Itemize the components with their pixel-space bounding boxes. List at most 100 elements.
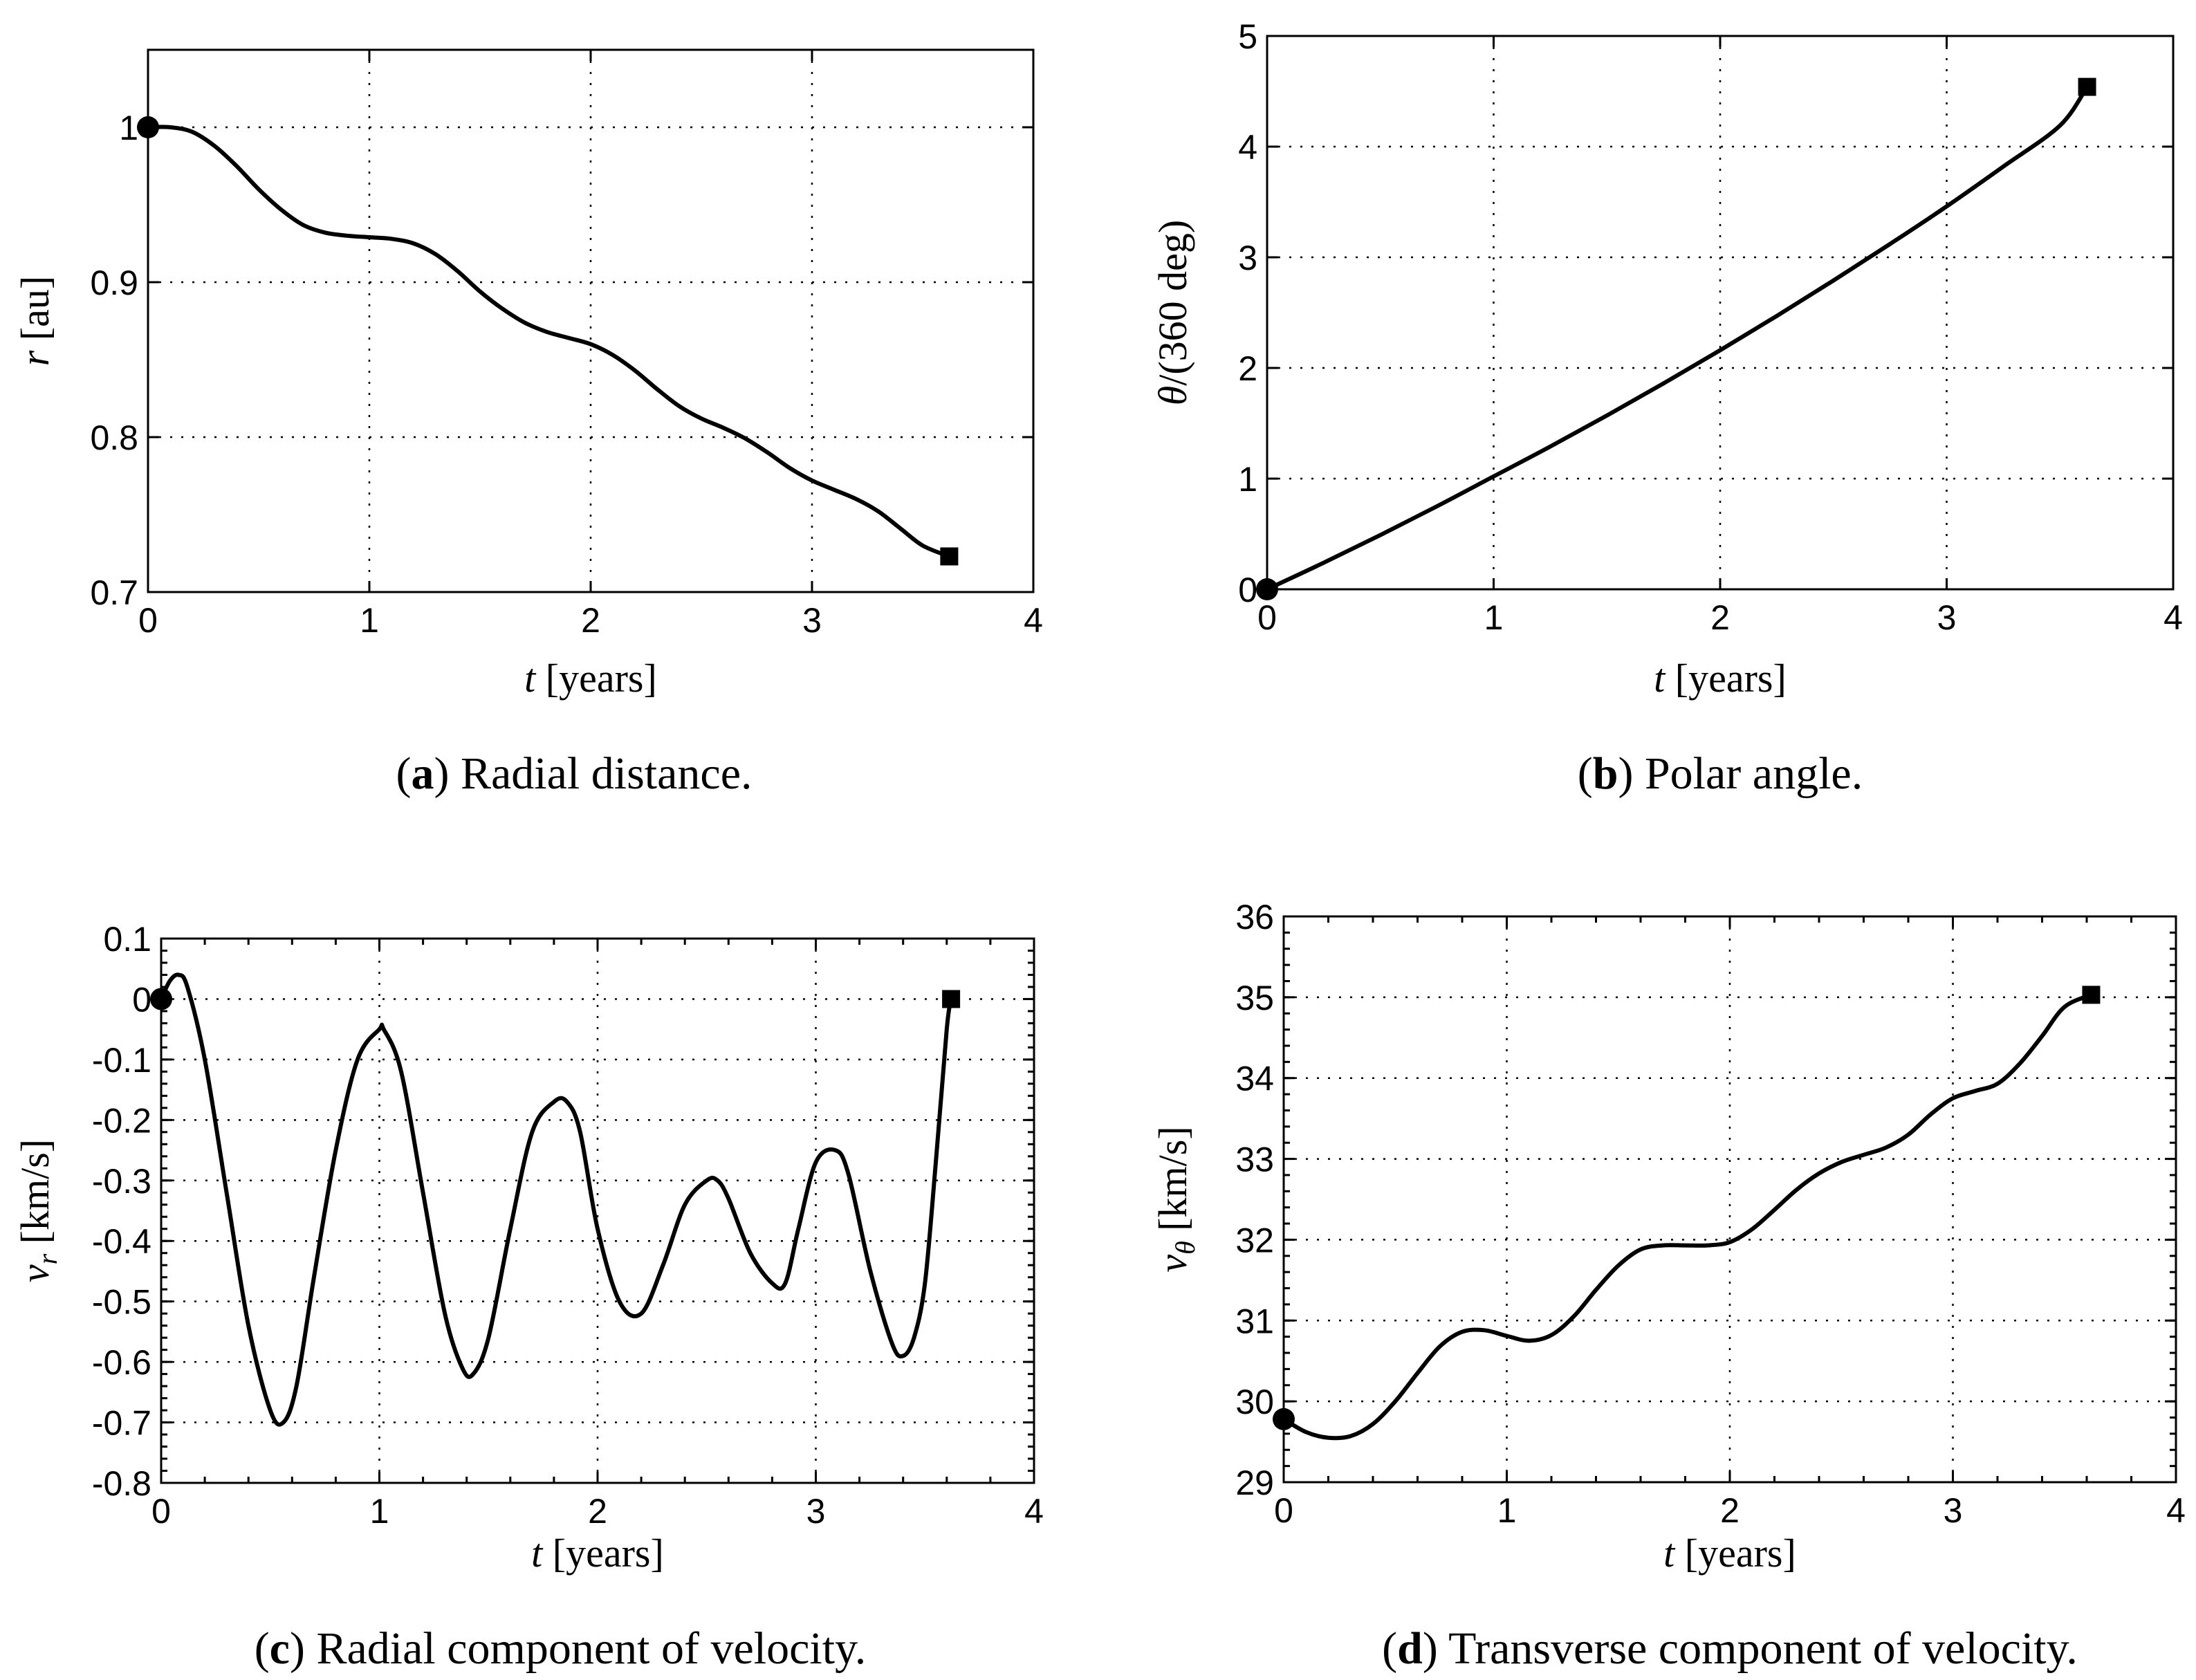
- caption-paren-close: ): [1618, 748, 1633, 799]
- plot-frame: [1282, 915, 2177, 1484]
- x-axis-label: t [years]: [531, 1531, 664, 1576]
- y-tick-label: 33: [1235, 1141, 1274, 1179]
- caption-label: b: [1593, 748, 1618, 799]
- y-axis-label-var: v: [1150, 1255, 1195, 1273]
- y-axis-label: vr [km/s]: [12, 1139, 63, 1282]
- caption-label: a: [411, 748, 434, 799]
- y-axis-label-unit: [au]: [12, 276, 57, 351]
- caption-text: Polar angle.: [1633, 748, 1863, 799]
- y-tick-label: 0.8: [90, 418, 138, 457]
- y-axis-label: vθ [km/s]: [1150, 1126, 1201, 1272]
- x-tick-label: 4: [2163, 598, 2183, 637]
- start-point-marker: [137, 116, 159, 138]
- x-axis-label-var: t: [524, 656, 537, 701]
- series-line-v_theta: [1282, 993, 2094, 1441]
- y-tick-label: -0.2: [92, 1101, 151, 1140]
- x-tick-label: 0: [1257, 598, 1277, 637]
- x-tick-label: 2: [1720, 1491, 1740, 1530]
- caption-paren-close: ): [434, 748, 449, 799]
- x-tick-label: 3: [1944, 1491, 1963, 1530]
- x-tick-label: 1: [1484, 598, 1504, 637]
- x-axis-label-unit: [years]: [542, 1531, 664, 1576]
- caption-paren-close: ): [1423, 1623, 1438, 1674]
- caption-label: d: [1397, 1623, 1423, 1674]
- panel-caption: (d) Transverse component of velocity.: [1382, 1623, 2078, 1674]
- ticks: [147, 50, 1035, 593]
- y-tick-label: 1: [1238, 460, 1257, 499]
- y-tick-label: 29: [1235, 1464, 1274, 1502]
- caption-paren-open: (: [396, 748, 412, 799]
- y-axis-label-var: v: [12, 1264, 57, 1282]
- y-tick-label: 3: [1238, 239, 1257, 277]
- x-tick-label: 3: [802, 601, 822, 640]
- ticks: [1282, 915, 2177, 1484]
- y-tick-label: 30: [1235, 1383, 1274, 1421]
- y-tick-label: -0.3: [92, 1162, 151, 1201]
- x-tick-label: 1: [360, 601, 379, 640]
- panel-c-radial-velocity: 0 1 2 3 4 -0.8 -0.7 -0.6 -0.5 -0.4 -0.3 -0.2 -0.1 0 0.…: [12, 920, 1044, 1674]
- x-tick-label: 2: [581, 601, 600, 640]
- y-tick-label: 4: [1238, 128, 1257, 167]
- caption-paren-close: ): [290, 1623, 305, 1674]
- x-tick-label: 4: [1024, 1492, 1044, 1531]
- end-point-marker: [940, 547, 959, 566]
- x-axis-label-var: t: [1654, 656, 1666, 701]
- y-tick-label: 0.7: [90, 573, 138, 612]
- panel-caption: (b) Polar angle.: [1578, 748, 1863, 799]
- x-tick-label: 2: [588, 1492, 607, 1531]
- y-tick-label: 31: [1235, 1302, 1274, 1340]
- panel-caption: (c) Radial component of velocity.: [255, 1623, 867, 1674]
- y-axis-label-sub: r: [32, 1253, 63, 1264]
- y-axis-label-unit: [km/s]: [12, 1139, 57, 1254]
- caption-text: Radial distance.: [449, 748, 752, 799]
- x-axis-label: t [years]: [524, 656, 657, 701]
- y-tick-label: -0.4: [92, 1222, 151, 1261]
- start-point-marker: [1273, 1407, 1295, 1430]
- y-tick-label: 5: [1238, 17, 1257, 56]
- x-tick-label: 0: [138, 601, 158, 640]
- x-axis-label-unit: [years]: [535, 656, 657, 701]
- y-tick-label: 34: [1235, 1060, 1274, 1098]
- y-axis-label-unit: /(360 deg): [1150, 220, 1195, 386]
- start-point-marker: [150, 988, 172, 1010]
- x-axis-label: t [years]: [1663, 1531, 1796, 1576]
- x-tick-label: 0: [151, 1492, 171, 1531]
- y-axis-label-var: r: [12, 350, 57, 366]
- caption-label: c: [270, 1623, 290, 1674]
- plot-frame: [147, 48, 1035, 593]
- y-tick-label: 0: [1238, 571, 1257, 609]
- y-tick-label: -0.5: [92, 1283, 151, 1322]
- x-tick-label: 3: [806, 1492, 826, 1531]
- caption-paren-open: (: [255, 1623, 270, 1674]
- x-axis-label: t [years]: [1654, 656, 1787, 701]
- end-point-marker: [2078, 77, 2096, 96]
- x-tick-label: 2: [1710, 598, 1730, 637]
- panel-a-radial-distance: 0 1 2 3 4 0.7 0.8 0.9 1 t [years] r [au] (a) Radial…: [12, 48, 1043, 799]
- series-line-v_r: [159, 972, 954, 1427]
- panel-caption: (a) Radial distance.: [396, 748, 753, 799]
- panel-b-polar-angle: 0 1 2 3 4 0 1 2 3 4 5 t [years] θ/(360 deg) (b) Polar…: [1150, 17, 2183, 799]
- x-tick-label: 1: [370, 1492, 389, 1531]
- y-tick-label: -0.7: [92, 1404, 151, 1443]
- y-axis-label-var: θ: [1150, 386, 1195, 406]
- series-line-r: [146, 124, 952, 559]
- y-tick-label: -0.8: [92, 1464, 151, 1503]
- x-axis-label-unit: [years]: [1665, 656, 1787, 701]
- x-axis-label-unit: [years]: [1674, 1531, 1796, 1576]
- ticks: [160, 937, 1035, 1484]
- grid: [148, 50, 1033, 592]
- y-tick-label: 36: [1235, 898, 1274, 936]
- y-tick-label: 35: [1235, 979, 1274, 1017]
- x-tick-label: 1: [1497, 1491, 1517, 1530]
- caption-paren-open: (: [1578, 748, 1593, 799]
- grid: [1284, 916, 2176, 1482]
- x-tick-label: 4: [2166, 1491, 2186, 1530]
- y-tick-label: 1: [119, 109, 138, 147]
- y-axis-label-sub: θ: [1170, 1241, 1201, 1255]
- caption-text: Transverse component of velocity.: [1438, 1623, 2078, 1674]
- start-point-marker: [1256, 578, 1278, 600]
- y-tick-label: 0.9: [90, 264, 138, 302]
- y-tick-label: 2: [1238, 349, 1257, 388]
